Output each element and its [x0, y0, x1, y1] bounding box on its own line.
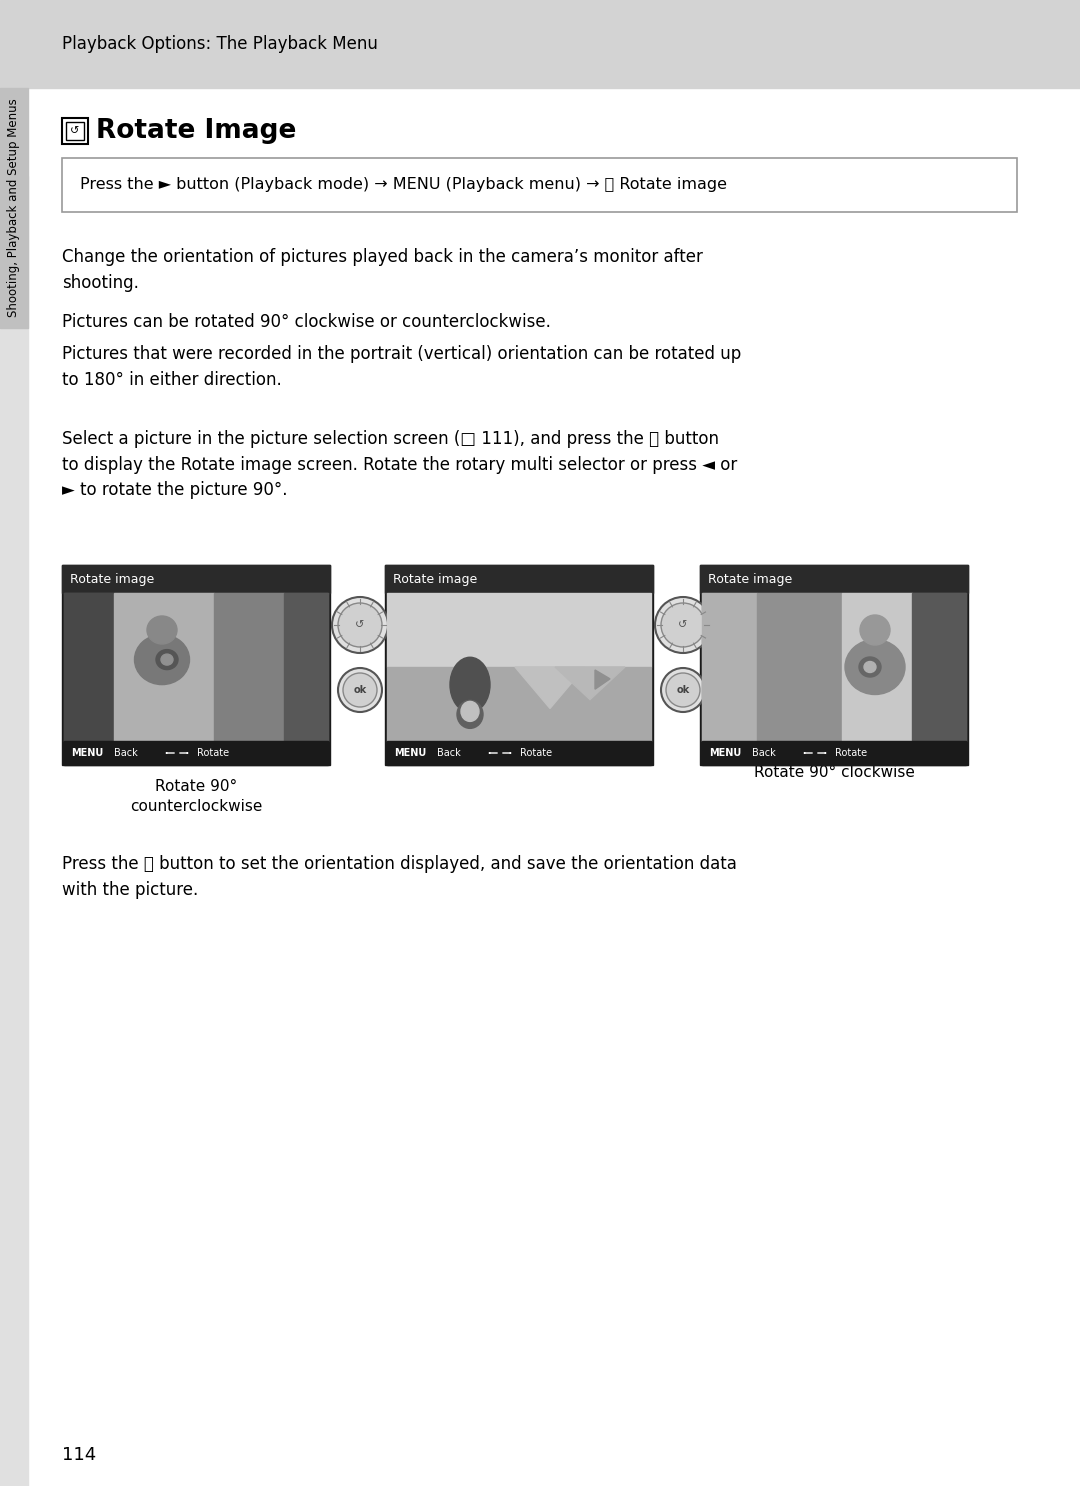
Bar — [702, 593, 966, 742]
Text: Press the ► button (Playback mode) → MENU (Playback menu) → ⎙ Rotate image: Press the ► button (Playback mode) → MEN… — [80, 177, 727, 193]
Bar — [387, 593, 651, 667]
Circle shape — [661, 669, 705, 712]
Bar — [64, 593, 328, 742]
Text: ↺: ↺ — [70, 126, 80, 137]
Text: Select a picture in the picture selection screen (□ 111), and press the Ⓞ button: Select a picture in the picture selectio… — [62, 429, 738, 499]
Text: Back: Back — [437, 747, 461, 758]
Text: Change the orientation of pictures played back in the camera’s monitor after
sho: Change the orientation of pictures playe… — [62, 248, 703, 291]
Text: Shooting, Playback and Setup Menus: Shooting, Playback and Setup Menus — [8, 98, 21, 318]
Text: Rotate 90°
counterclockwise: Rotate 90° counterclockwise — [130, 779, 262, 814]
Ellipse shape — [845, 639, 905, 694]
Text: ↺: ↺ — [678, 620, 688, 630]
Text: 114: 114 — [62, 1446, 96, 1464]
Bar — [62, 565, 330, 593]
Text: MENU: MENU — [394, 747, 427, 758]
Bar — [62, 565, 330, 765]
Bar — [757, 593, 842, 742]
Text: Rotate: Rotate — [197, 747, 229, 758]
Circle shape — [332, 597, 388, 652]
Ellipse shape — [156, 649, 178, 670]
Ellipse shape — [461, 701, 480, 721]
Circle shape — [343, 673, 377, 707]
Circle shape — [338, 669, 382, 712]
Bar — [384, 565, 653, 765]
Ellipse shape — [161, 654, 173, 666]
Ellipse shape — [864, 661, 876, 673]
Text: Pictures that were recorded in the portrait (vertical) orientation can be rotate: Pictures that were recorded in the portr… — [62, 345, 741, 389]
Ellipse shape — [135, 635, 189, 685]
Circle shape — [666, 673, 700, 707]
Bar — [0, 175, 28, 1486]
Text: ↺: ↺ — [355, 620, 365, 630]
Circle shape — [654, 597, 711, 652]
Polygon shape — [515, 667, 585, 709]
Text: Rotate Image: Rotate Image — [96, 117, 296, 144]
Bar — [700, 565, 968, 765]
Text: Press the Ⓞ button to set the orientation displayed, and save the orientation da: Press the Ⓞ button to set the orientatio… — [62, 854, 737, 899]
Ellipse shape — [859, 657, 881, 678]
Bar — [702, 593, 757, 742]
Text: Back: Back — [752, 747, 775, 758]
Text: MENU: MENU — [708, 747, 741, 758]
Text: MENU: MENU — [71, 747, 104, 758]
Text: Rotate: Rotate — [835, 747, 867, 758]
Text: Back: Back — [114, 747, 138, 758]
FancyBboxPatch shape — [62, 158, 1017, 212]
Bar — [284, 593, 328, 742]
Bar — [384, 565, 653, 593]
Text: Rotate 90° clockwise: Rotate 90° clockwise — [754, 765, 915, 780]
Text: Pictures can be rotated 90° clockwise or counterclockwise.: Pictures can be rotated 90° clockwise or… — [62, 314, 551, 331]
Ellipse shape — [450, 657, 490, 712]
Bar — [842, 593, 912, 742]
Ellipse shape — [860, 615, 890, 645]
Text: Rotate image: Rotate image — [70, 572, 154, 585]
Bar — [0, 88, 28, 328]
Text: Rotate image: Rotate image — [708, 572, 793, 585]
Polygon shape — [595, 670, 610, 690]
Ellipse shape — [457, 700, 483, 728]
Circle shape — [661, 603, 705, 646]
Bar — [62, 117, 87, 144]
Bar — [700, 565, 968, 593]
Bar — [66, 122, 84, 140]
Bar — [912, 593, 966, 742]
Bar — [702, 742, 966, 765]
Circle shape — [338, 603, 382, 646]
Bar — [64, 742, 328, 765]
Polygon shape — [555, 667, 625, 700]
Bar — [214, 593, 284, 742]
Text: ok: ok — [353, 685, 366, 695]
Text: ok: ok — [676, 685, 690, 695]
Ellipse shape — [147, 617, 177, 643]
Text: Rotate image: Rotate image — [393, 572, 477, 585]
Bar — [114, 593, 214, 742]
Bar — [387, 742, 651, 765]
Bar — [387, 667, 651, 742]
Text: Rotate: Rotate — [519, 747, 552, 758]
Text: Playback Options: The Playback Menu: Playback Options: The Playback Menu — [62, 36, 378, 53]
Bar — [0, 0, 1080, 88]
Bar — [64, 593, 114, 742]
